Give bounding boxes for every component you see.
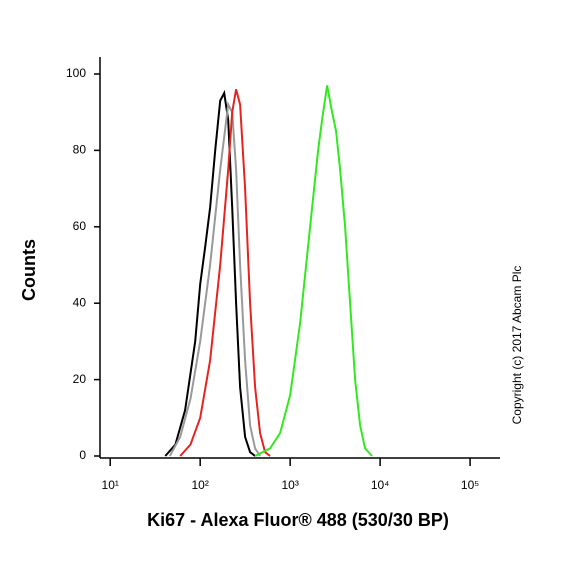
copyright: Copyright (c) 2017 Abcam Plc — [510, 266, 524, 425]
x-axis-label: Ki67 - Alexa Fluor® 488 (530/30 BP) — [147, 510, 449, 530]
y-tick-label: 60 — [73, 219, 87, 233]
histogram-line — [179, 89, 271, 457]
x-tick-label: 10² — [192, 478, 209, 492]
y-tick-label: 0 — [79, 448, 86, 462]
x-tick-label: 10¹ — [102, 478, 119, 492]
x-tick-label: 10⁵ — [461, 478, 479, 492]
histogram-line — [168, 101, 261, 457]
y-tick-label: 20 — [73, 372, 87, 386]
y-tick-label: 80 — [73, 143, 87, 157]
y-tick-label: 100 — [66, 66, 86, 80]
y-tick-label: 40 — [73, 295, 87, 309]
histogram-line — [254, 85, 373, 457]
x-tick-label: 10³ — [281, 478, 298, 492]
x-tick-label: 10⁴ — [371, 478, 390, 492]
histogram-line — [164, 89, 256, 457]
y-axis-label: Counts — [19, 239, 39, 301]
